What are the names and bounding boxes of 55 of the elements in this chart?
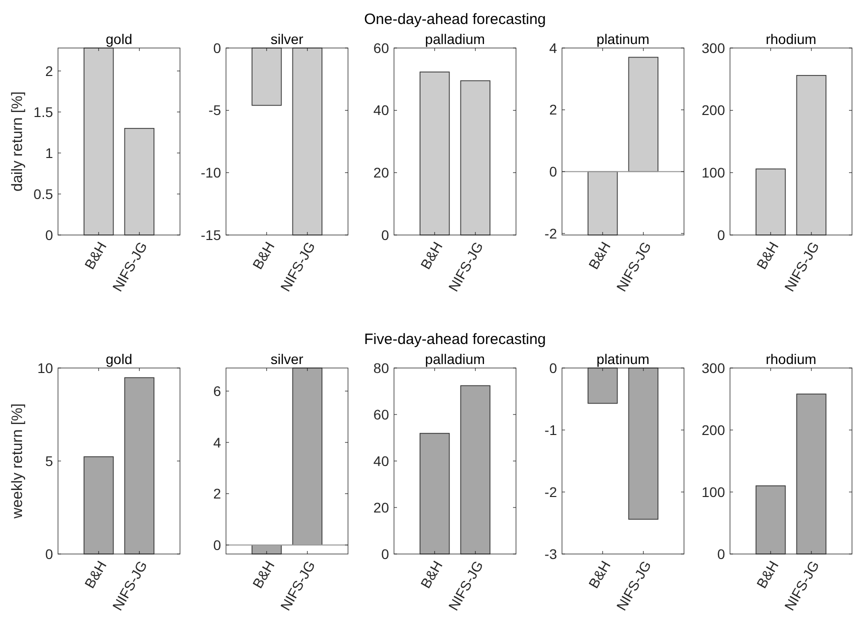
y-tick-label: -2 — [544, 484, 558, 500]
y-tick-label: 40 — [373, 102, 390, 118]
y-tick-label: 0.5 — [34, 186, 54, 202]
chart-title: silver — [270, 351, 304, 367]
y-tick-label: 1.5 — [34, 104, 54, 120]
chart-title: gold — [106, 31, 132, 47]
y-axis-title: weekly return [%] — [9, 403, 26, 520]
y-tick-label: 200 — [702, 102, 726, 118]
chart-title: gold — [106, 351, 132, 367]
y-tick-label: 20 — [373, 499, 390, 516]
chart-title: platinum — [596, 351, 650, 367]
y-tick-label: 300 — [702, 40, 726, 56]
y-tick-label: 10 — [37, 360, 54, 376]
y-tick-label: 40 — [373, 452, 390, 469]
chart-title: platinum — [596, 31, 650, 47]
y-tick-label: 20 — [373, 164, 390, 181]
y-tick-label: 4 — [213, 434, 222, 450]
y-tick-label: 2 — [213, 486, 222, 502]
y-tick-label: 0 — [213, 536, 222, 553]
y-tick-label: -2 — [544, 225, 558, 242]
y-tick-label: -5 — [208, 102, 222, 118]
y-tick-label: 100 — [702, 164, 726, 181]
y-tick-label: 60 — [373, 40, 390, 56]
y-tick-label: 4 — [549, 40, 558, 56]
y-tick-label: 2 — [45, 62, 54, 79]
chart-title: silver — [270, 31, 304, 47]
y-tick-label: -15 — [200, 226, 222, 243]
chart-title: rhodium — [766, 31, 816, 47]
y-tick-label: 0 — [717, 226, 726, 243]
chart-title: rhodium — [766, 351, 816, 367]
y-tick-label: 100 — [702, 484, 726, 500]
y-tick-label: 2 — [549, 102, 558, 118]
y-tick-label: 80 — [373, 360, 390, 376]
y-tick-label: 60 — [373, 406, 390, 422]
y-tick-label: 0 — [381, 546, 390, 562]
y-axis-title: daily return [%] — [9, 91, 26, 192]
y-tick-label: -1 — [544, 422, 558, 438]
y-tick-label: 0 — [549, 360, 558, 376]
y-tick-label: 1 — [45, 144, 54, 161]
y-tick-label: 0 — [45, 546, 54, 562]
y-tick-label: 0 — [213, 40, 222, 56]
y-tick-label: 300 — [702, 360, 726, 376]
chart-title: palladium — [425, 351, 485, 367]
y-tick-label: 0 — [381, 226, 390, 243]
text: One-day-ahead forecasting — [364, 11, 546, 28]
y-tick-label: -3 — [544, 546, 558, 562]
y-tick-label: 200 — [702, 422, 726, 438]
y-tick-label: 0 — [717, 546, 726, 562]
y-tick-label: 6 — [213, 382, 222, 399]
y-tick-label: 0 — [549, 164, 558, 180]
y-tick-label: -10 — [200, 164, 222, 181]
text: Five-day-ahead forecasting — [364, 331, 546, 348]
y-tick-label: 0 — [45, 226, 54, 243]
chart-title: palladium — [425, 31, 485, 47]
y-tick-label: 5 — [45, 452, 54, 469]
